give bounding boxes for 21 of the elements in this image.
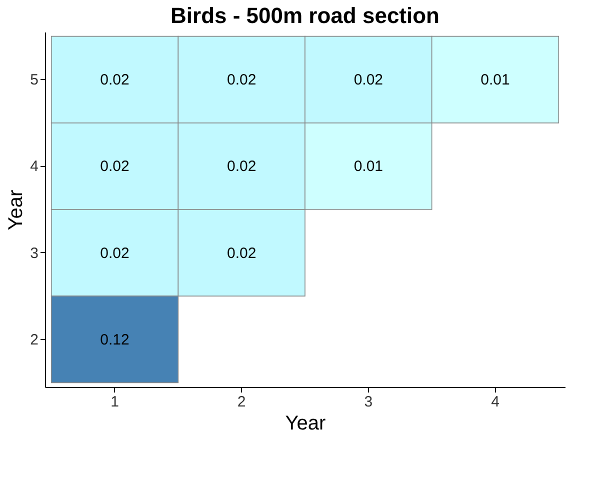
- data-label: 0.12: [100, 331, 130, 348]
- data-label: 0.02: [226, 72, 256, 89]
- data-label: 0.02: [100, 72, 130, 89]
- x-axis-title: Year: [285, 412, 326, 434]
- y-tick-label: 2: [30, 331, 38, 348]
- data-label: 0.02: [226, 158, 256, 176]
- data-label: 0.01: [480, 72, 510, 89]
- data-label: 0.02: [354, 72, 384, 89]
- data-label: 0.01: [354, 158, 384, 176]
- y-tick-label: 5: [30, 72, 38, 89]
- x-tick-label: 3: [364, 394, 373, 410]
- data-label: 0.02: [100, 158, 130, 176]
- y-tick-label: 4: [30, 158, 38, 176]
- chart-title: Birds - 500m road section: [170, 3, 440, 28]
- x-tick-label: 2: [237, 394, 246, 410]
- y-axis-title: Year: [5, 189, 28, 230]
- data-label: 0.02: [100, 244, 130, 262]
- data-label: 0.02: [226, 244, 256, 262]
- x-tick-label: 1: [110, 394, 119, 410]
- x-tick-label: 4: [491, 394, 500, 410]
- y-tick-label: 3: [30, 244, 38, 262]
